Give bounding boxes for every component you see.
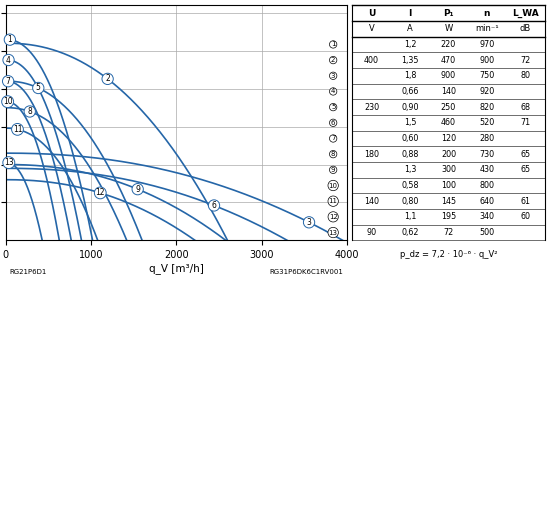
Text: V: V <box>368 24 375 33</box>
Text: 4: 4 <box>331 89 335 94</box>
Text: 3: 3 <box>306 218 311 227</box>
Text: 71: 71 <box>520 118 530 127</box>
Text: 0,66: 0,66 <box>402 87 419 96</box>
Text: 820: 820 <box>479 103 494 112</box>
Text: 10: 10 <box>3 97 13 106</box>
Text: 500: 500 <box>479 228 494 237</box>
Text: 61: 61 <box>520 196 530 206</box>
Text: 4: 4 <box>6 56 11 64</box>
X-axis label: q_V [m³/h]: q_V [m³/h] <box>149 263 204 274</box>
Text: 640: 640 <box>480 196 494 206</box>
Text: 970: 970 <box>479 40 494 49</box>
Text: 12: 12 <box>329 214 338 220</box>
Text: 140: 140 <box>364 196 379 206</box>
Text: 72: 72 <box>443 228 454 237</box>
Text: 80: 80 <box>520 71 530 80</box>
Text: 9: 9 <box>135 184 140 194</box>
Text: RG21P6D1: RG21P6D1 <box>9 269 46 275</box>
Text: 0,60: 0,60 <box>402 134 419 143</box>
Text: 7: 7 <box>6 77 10 86</box>
Text: 730: 730 <box>479 150 494 159</box>
Text: 470: 470 <box>441 56 456 64</box>
Text: 1,5: 1,5 <box>404 118 416 127</box>
Text: 280: 280 <box>479 134 494 143</box>
Text: W: W <box>444 24 453 33</box>
Text: 0,58: 0,58 <box>402 181 419 190</box>
Text: 13: 13 <box>329 230 338 235</box>
Text: 1,2: 1,2 <box>404 40 416 49</box>
Text: P₁: P₁ <box>443 8 454 18</box>
Text: 1,35: 1,35 <box>402 56 419 64</box>
Text: 9: 9 <box>331 167 335 173</box>
Text: 1: 1 <box>8 35 12 44</box>
Text: 300: 300 <box>441 166 456 174</box>
Text: 195: 195 <box>441 212 456 221</box>
Text: 230: 230 <box>364 103 379 112</box>
Text: A: A <box>407 24 413 33</box>
Text: 65: 65 <box>520 166 530 174</box>
Text: 900: 900 <box>479 56 494 64</box>
Text: 68: 68 <box>520 103 530 112</box>
Text: 6: 6 <box>331 120 335 126</box>
Text: 3: 3 <box>331 73 335 79</box>
Text: 900: 900 <box>441 71 456 80</box>
Text: 250: 250 <box>441 103 456 112</box>
Text: 72: 72 <box>520 56 530 64</box>
Text: 11: 11 <box>13 125 22 134</box>
Text: 5: 5 <box>331 104 335 110</box>
Text: 2: 2 <box>105 74 110 83</box>
Text: 0,90: 0,90 <box>402 103 419 112</box>
Text: min⁻¹: min⁻¹ <box>475 24 499 33</box>
Text: 200: 200 <box>441 150 456 159</box>
Text: 0,62: 0,62 <box>402 228 419 237</box>
Text: dB: dB <box>520 24 531 33</box>
Text: 100: 100 <box>441 181 456 190</box>
Text: 2: 2 <box>331 57 335 63</box>
Text: RG31P6DK6C1RV001: RG31P6DK6C1RV001 <box>270 269 344 275</box>
Text: 11: 11 <box>329 198 338 204</box>
Text: 10: 10 <box>329 182 338 189</box>
Text: L_WA: L_WA <box>512 8 538 18</box>
Text: 8: 8 <box>331 151 335 157</box>
Text: 120: 120 <box>441 134 456 143</box>
Text: 7: 7 <box>331 136 335 141</box>
Text: 220: 220 <box>441 40 456 49</box>
Text: 1,3: 1,3 <box>404 166 416 174</box>
Text: 13: 13 <box>4 158 14 167</box>
Text: 460: 460 <box>441 118 456 127</box>
Text: 60: 60 <box>520 212 530 221</box>
Text: 1,8: 1,8 <box>404 71 416 80</box>
Text: U: U <box>368 8 375 18</box>
Text: n: n <box>483 8 490 18</box>
Text: 180: 180 <box>364 150 379 159</box>
Text: 12: 12 <box>96 189 105 198</box>
Text: 8: 8 <box>28 107 32 116</box>
Text: I: I <box>408 8 412 18</box>
Text: 1,1: 1,1 <box>404 212 416 221</box>
Text: 6: 6 <box>212 201 217 210</box>
Text: 430: 430 <box>480 166 494 174</box>
Text: 400: 400 <box>364 56 379 64</box>
Text: 90: 90 <box>366 228 377 237</box>
Text: 145: 145 <box>441 196 456 206</box>
Text: 750: 750 <box>479 71 494 80</box>
Text: p_dz = 7,2 · 10⁻⁶ · q_V²: p_dz = 7,2 · 10⁻⁶ · q_V² <box>400 250 497 259</box>
Text: 5: 5 <box>36 83 41 92</box>
Text: 800: 800 <box>480 181 494 190</box>
Text: 920: 920 <box>479 87 494 96</box>
Text: 140: 140 <box>441 87 456 96</box>
Text: 1: 1 <box>331 41 335 48</box>
Text: 65: 65 <box>520 150 530 159</box>
Text: 0,80: 0,80 <box>402 196 419 206</box>
Text: 0,88: 0,88 <box>402 150 419 159</box>
Text: 520: 520 <box>479 118 494 127</box>
Text: 340: 340 <box>480 212 494 221</box>
